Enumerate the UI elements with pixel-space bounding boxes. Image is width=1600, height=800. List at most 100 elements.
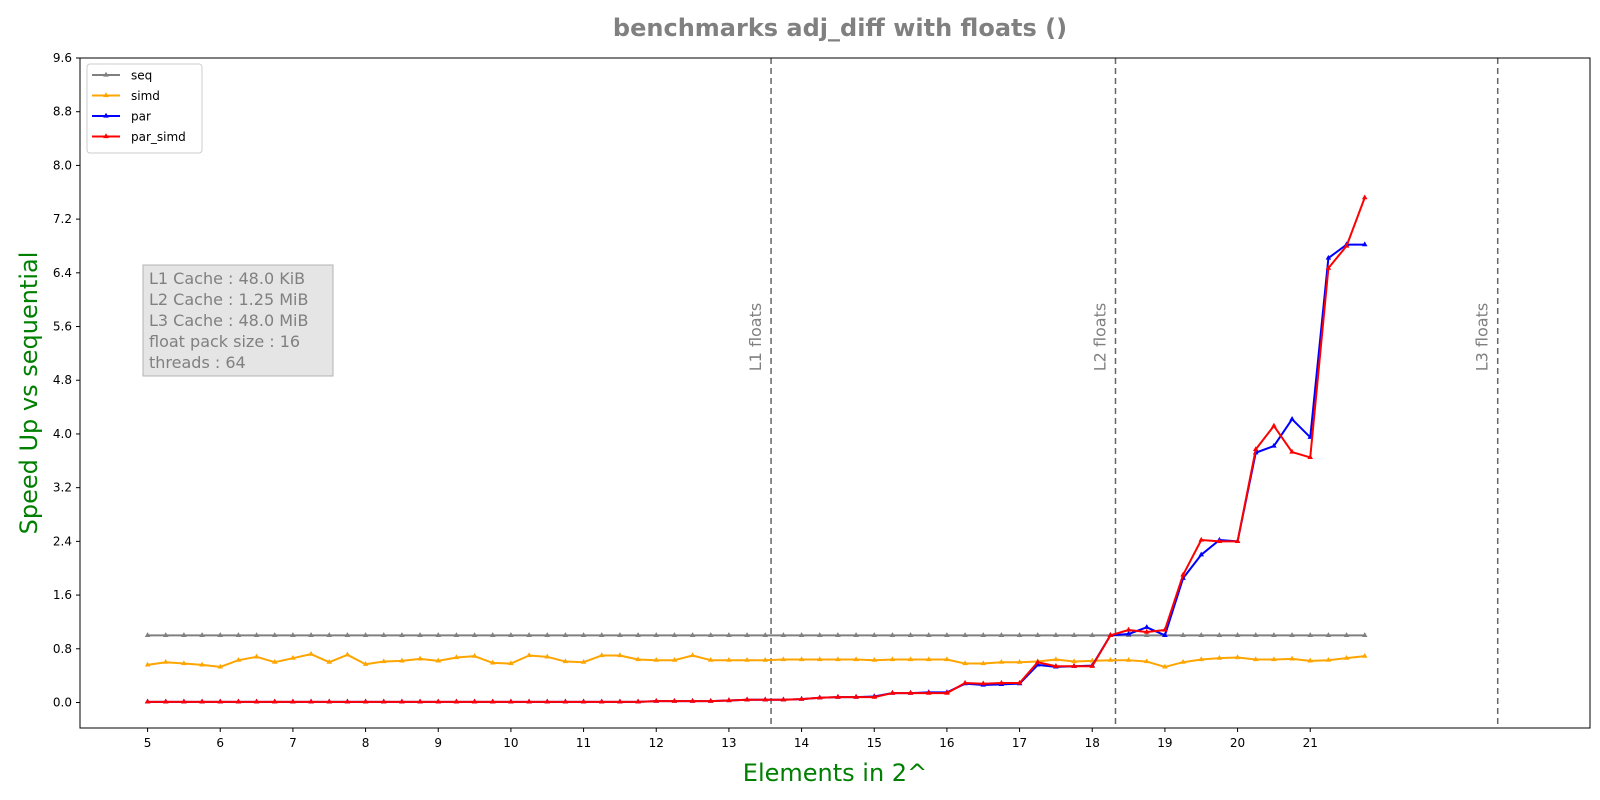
point-par-55 — [1143, 624, 1150, 629]
point-simd-32 — [726, 656, 732, 662]
point-par_simd-59 — [1216, 538, 1223, 543]
legend: seq simd par par_simd — [86, 63, 203, 154]
point-par-63 — [1289, 415, 1295, 421]
series-line-simd — [147, 653, 1365, 668]
point-par_simd-8 — [290, 698, 296, 704]
point-simd-36 — [798, 656, 805, 662]
point-simd-45 — [962, 660, 968, 666]
point-seq-15 — [417, 632, 423, 637]
point-seq-47 — [998, 632, 1005, 637]
legend-marker-par_simd — [103, 133, 109, 139]
point-par-62 — [1271, 442, 1277, 448]
point-par_simd-25 — [598, 698, 605, 704]
legend-marker-seq — [103, 71, 109, 77]
point-simd-10 — [326, 659, 333, 664]
point-seq-34 — [762, 632, 769, 637]
point-par_simd-23 — [562, 698, 569, 704]
point-seq-37 — [816, 632, 823, 637]
point-par-58 — [1198, 551, 1205, 557]
info-l1-cache: L1 Cache : 48.0 KiB — [149, 269, 305, 288]
point-par_simd-11 — [344, 698, 351, 704]
point-seq-51 — [1071, 632, 1077, 637]
x-tick-label-17: 17 — [1012, 736, 1027, 750]
plot-frame — [79, 57, 1591, 729]
point-par_simd-65 — [1325, 264, 1332, 270]
cache-lines: L1 floats L2 floats L3 floats — [746, 58, 1499, 728]
x-tick-label-10: 10 — [503, 736, 518, 750]
point-seq-39 — [853, 632, 859, 637]
point-par_simd-47 — [998, 679, 1005, 685]
point-par_simd-10 — [326, 698, 333, 704]
point-par-67 — [1361, 241, 1368, 247]
point-simd-23 — [562, 658, 569, 664]
x-tick-label-21: 21 — [1303, 736, 1318, 750]
point-seq-43 — [925, 632, 932, 637]
point-simd-12 — [362, 661, 369, 666]
y-axis: 0.0 0.8 1.6 2.4 3.2 4.0 4.8 5.6 6.4 7.2 8.0 8.8 9.6 — [53, 51, 80, 709]
point-par_simd-56 — [1162, 626, 1168, 632]
legend-label-simd: simd — [131, 89, 160, 103]
y-axis-label: Speed Up vs sequential — [15, 252, 43, 535]
y-tick-label-9.6: 9.6 — [53, 51, 72, 65]
point-simd-65 — [1325, 656, 1332, 662]
point-seq-21 — [526, 632, 532, 637]
point-par_simd-41 — [889, 689, 896, 695]
point-simd-39 — [853, 656, 859, 662]
point-simd-25 — [598, 652, 605, 658]
point-seq-26 — [617, 632, 623, 637]
point-par_simd-6 — [253, 698, 260, 704]
point-seq-23 — [562, 632, 569, 637]
point-par_simd-53 — [1107, 632, 1114, 637]
x-tick-label-19: 19 — [1157, 736, 1172, 750]
point-simd-64 — [1307, 657, 1314, 663]
point-par_simd-42 — [907, 689, 914, 695]
point-seq-8 — [290, 632, 296, 637]
x-tick-label-20: 20 — [1230, 736, 1245, 750]
point-par-54 — [1125, 630, 1132, 636]
legend-frame — [86, 63, 203, 154]
series-simd — [144, 650, 1368, 669]
point-simd-44 — [944, 656, 950, 662]
point-par_simd-29 — [671, 697, 678, 703]
point-seq-2 — [181, 632, 187, 637]
y-tick-label-8.0: 8.0 — [53, 158, 72, 172]
point-par_simd-49 — [1034, 659, 1041, 664]
point-par_simd-0 — [144, 698, 151, 704]
point-simd-1 — [162, 659, 169, 664]
point-simd-50 — [1053, 656, 1059, 662]
point-seq-16 — [435, 632, 442, 637]
point-seq-64 — [1307, 632, 1314, 637]
point-par_simd-2 — [181, 698, 187, 704]
point-simd-33 — [744, 656, 750, 662]
point-par_simd-18 — [471, 698, 478, 704]
point-seq-67 — [1361, 632, 1368, 637]
point-seq-22 — [544, 632, 551, 637]
info-l3-cache: L3 Cache : 48.0 MiB — [149, 311, 308, 330]
legend-label-seq: seq — [131, 69, 152, 83]
point-simd-16 — [435, 657, 442, 663]
cache-label-l2-floats: L2 floats — [1090, 303, 1109, 371]
point-simd-4 — [217, 663, 224, 669]
point-par_simd-14 — [399, 698, 405, 704]
x-tick-label-12: 12 — [649, 736, 664, 750]
point-seq-11 — [344, 632, 351, 637]
point-simd-42 — [907, 656, 914, 662]
point-seq-45 — [962, 632, 968, 637]
y-tick-label-8.8: 8.8 — [53, 105, 72, 119]
point-par_simd-44 — [944, 689, 950, 695]
y-tick-label-3.2: 3.2 — [53, 481, 72, 495]
info-box-background — [142, 264, 334, 377]
y-tick-label-1.6: 1.6 — [53, 588, 72, 602]
point-seq-24 — [580, 632, 587, 637]
point-par_simd-28 — [653, 697, 660, 703]
info-pack-size: float pack size : 16 — [149, 332, 300, 351]
point-par_simd-7 — [271, 698, 278, 704]
point-par_simd-33 — [744, 696, 750, 702]
point-seq-42 — [907, 632, 914, 637]
point-simd-41 — [889, 656, 896, 662]
point-simd-67 — [1361, 652, 1368, 658]
point-par_simd-12 — [362, 698, 369, 704]
point-simd-48 — [1016, 659, 1023, 664]
point-par_simd-24 — [580, 698, 587, 704]
point-simd-59 — [1216, 654, 1223, 660]
